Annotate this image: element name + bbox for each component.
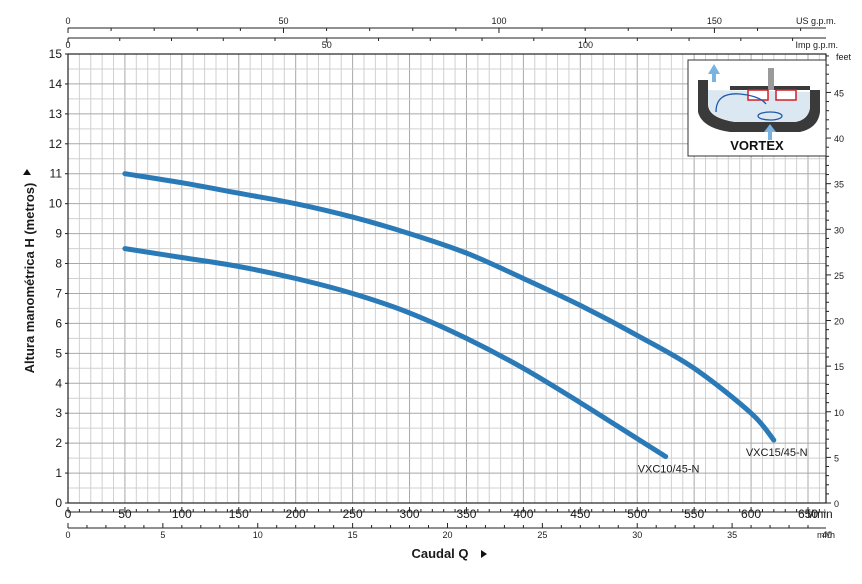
feet-tick-label: 10 [834,408,844,418]
m3h-tick-label: 25 [537,530,547,540]
m3h-tick-label: 40 [822,530,832,540]
inset-title: VORTEX [730,138,784,153]
imp-gpm-tick-label: 50 [322,40,332,50]
m3h-tick-label: 0 [65,530,70,540]
feet-tick-label: 5 [834,453,839,463]
x-axis-title-group: Caudal Q [411,546,487,561]
x-tick-label: 450 [570,507,590,521]
y-tick-label: 14 [49,77,63,91]
y-tick-label: 4 [55,376,62,390]
us-gpm-tick-label: 100 [491,16,506,26]
m3h-tick-label: 5 [160,530,165,540]
y-axis-arrow-icon [23,169,31,175]
y-tick-label: 5 [55,346,62,360]
x-tick-label: 0 [65,507,72,521]
series-group: VXC15/45-N VXC10/45-N [122,171,808,476]
plot-frame [67,53,827,504]
feet-tick-label: 35 [834,180,844,190]
y-tick-label: 3 [55,406,62,420]
x-tick-label: 300 [400,507,420,521]
y-tick-label: 0 [55,496,62,510]
m3h-tick-label: 15 [348,530,358,540]
m3h-tick-label: 35 [727,530,737,540]
x-tick-label: 350 [456,507,476,521]
series-curve-vxc10-45-n [122,246,669,460]
y-tick-label: 10 [49,197,63,211]
feet-tick-label: 20 [834,317,844,327]
x-tick-label: 200 [286,507,306,521]
x-tick-label: 250 [343,507,363,521]
y-tick-label: 2 [55,436,62,450]
series-label-vxc15-45-n: VXC15/45-N [746,447,808,459]
y-tick-label: 8 [55,257,62,271]
y-tick-label: 12 [49,137,63,151]
y-tick-label: 6 [55,316,62,330]
x-axis-title: Caudal Q [411,546,468,561]
y-axis-title-group: Altura manométrica H (metros) [22,169,37,373]
x-tick-label: 400 [513,507,533,521]
us-gpm-tick-label: 0 [65,16,70,26]
m3h-tick-label: 30 [632,530,642,540]
x-tick-label: 150 [229,507,249,521]
imp-gpm-tick-label: 100 [578,40,593,50]
feet-tick-label: 40 [834,134,844,144]
y-tick-label: 11 [50,167,63,181]
m3h-tick-label: 10 [253,530,263,540]
feet-tick-label: 30 [834,225,844,235]
y-tick-label: 9 [55,227,62,241]
series-curve-vxc15-45-n [122,171,777,443]
y-tick-label: 15 [49,47,63,61]
feet-tick-label: 15 [834,362,844,372]
y-axis-title: Altura manométrica H (metros) [22,183,37,374]
x-unit-label: l/min [807,507,832,521]
us-gpm-tick-label: 150 [707,16,722,26]
x-tick-label: 100 [172,507,192,521]
series-label-vxc10-45-n: VXC10/45-N [638,464,700,476]
imp-gpm-tick-label: 0 [65,40,70,50]
x-tick-label: 600 [741,507,761,521]
us-gpm-unit-label: US g.p.m. [796,16,836,26]
x-tick-label: 500 [627,507,647,521]
x-axis-arrow-icon [481,550,487,558]
m3h-tick-label: 20 [442,530,452,540]
y-tick-label: 1 [55,466,62,480]
us-gpm-tick-label: 50 [278,16,288,26]
x-tick-label: 50 [118,507,132,521]
x-tick-label: 650 [798,507,818,521]
feet-tick-label: 0 [834,499,839,509]
vortex-impeller-diagram-icon [698,64,820,140]
axes [65,27,831,529]
y-tick-label: 13 [49,107,63,121]
feet-tick-label: 25 [834,271,844,281]
feet-unit-label: feet [836,52,852,62]
vortex-inset: VORTEX [687,59,827,157]
x-tick-label: 550 [684,507,704,521]
imp-gpm-unit-label: Imp g.p.m. [795,40,838,50]
m3h-unit-label: m³/h [817,530,835,540]
feet-tick-label: 45 [834,88,844,98]
y-tick-label: 7 [55,286,62,300]
